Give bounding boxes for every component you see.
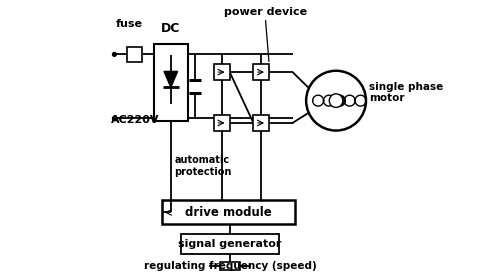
Text: regulating frequency (speed): regulating frequency (speed) — [144, 261, 316, 271]
Bar — [220, 262, 240, 270]
Text: signal generator: signal generator — [178, 239, 282, 249]
Polygon shape — [164, 71, 178, 87]
Text: power device: power device — [224, 7, 307, 17]
Text: fuse: fuse — [115, 18, 143, 29]
Bar — [126, 47, 142, 62]
Text: drive module: drive module — [185, 206, 272, 219]
Bar — [181, 234, 279, 254]
Bar — [162, 200, 295, 224]
Circle shape — [113, 52, 116, 56]
Text: single phase
motor: single phase motor — [369, 82, 443, 103]
Bar — [253, 115, 269, 131]
Text: automatic
protection: automatic protection — [174, 155, 231, 177]
Circle shape — [113, 116, 116, 120]
Circle shape — [306, 71, 366, 131]
Bar — [253, 64, 269, 80]
Text: DC: DC — [161, 22, 181, 35]
Bar — [214, 64, 230, 80]
Circle shape — [329, 94, 343, 107]
Bar — [154, 44, 188, 121]
Bar — [214, 115, 230, 131]
Text: AC220V: AC220V — [111, 115, 160, 125]
